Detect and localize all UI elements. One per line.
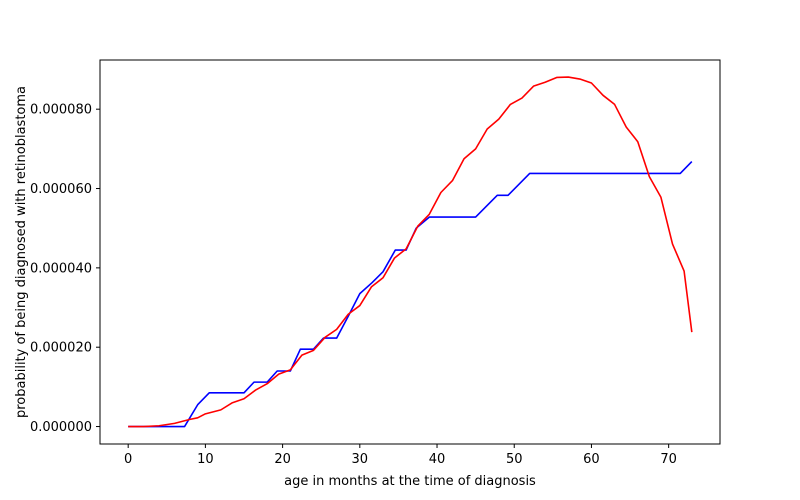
x-tick-label: 30 — [352, 452, 369, 467]
y-axis-label: probability of being diagnosed with reti… — [14, 86, 29, 418]
x-tick-label: 10 — [197, 452, 214, 467]
y-tick-label: 0.000020 — [30, 341, 92, 356]
x-tick-label: 0 — [124, 452, 132, 467]
series-lines — [128, 76, 693, 428]
x-tick-label: 40 — [429, 452, 446, 467]
y-tick-label: 0.000060 — [30, 182, 92, 197]
y-axis-ticks: 0.000000 0.000020 0.000040 0.000060 0.000080 — [30, 103, 100, 435]
y-tick-label: 0.000040 — [30, 261, 92, 276]
x-axis-ticks: 0 10 20 30 40 50 60 70 — [124, 444, 677, 467]
x-tick-label: 70 — [660, 452, 677, 467]
x-tick-label: 60 — [583, 452, 600, 467]
x-tick-label: 50 — [506, 452, 523, 467]
series-line-2 — [128, 76, 693, 428]
x-tick-label: 20 — [274, 452, 291, 467]
series-line-1 — [128, 160, 693, 428]
plot-frame — [99, 59, 721, 445]
x-axis-label: age in months at the time of diagnosis — [284, 474, 536, 489]
y-tick-label: 0.000080 — [30, 103, 92, 118]
y-tick-label: 0.000000 — [30, 420, 92, 435]
